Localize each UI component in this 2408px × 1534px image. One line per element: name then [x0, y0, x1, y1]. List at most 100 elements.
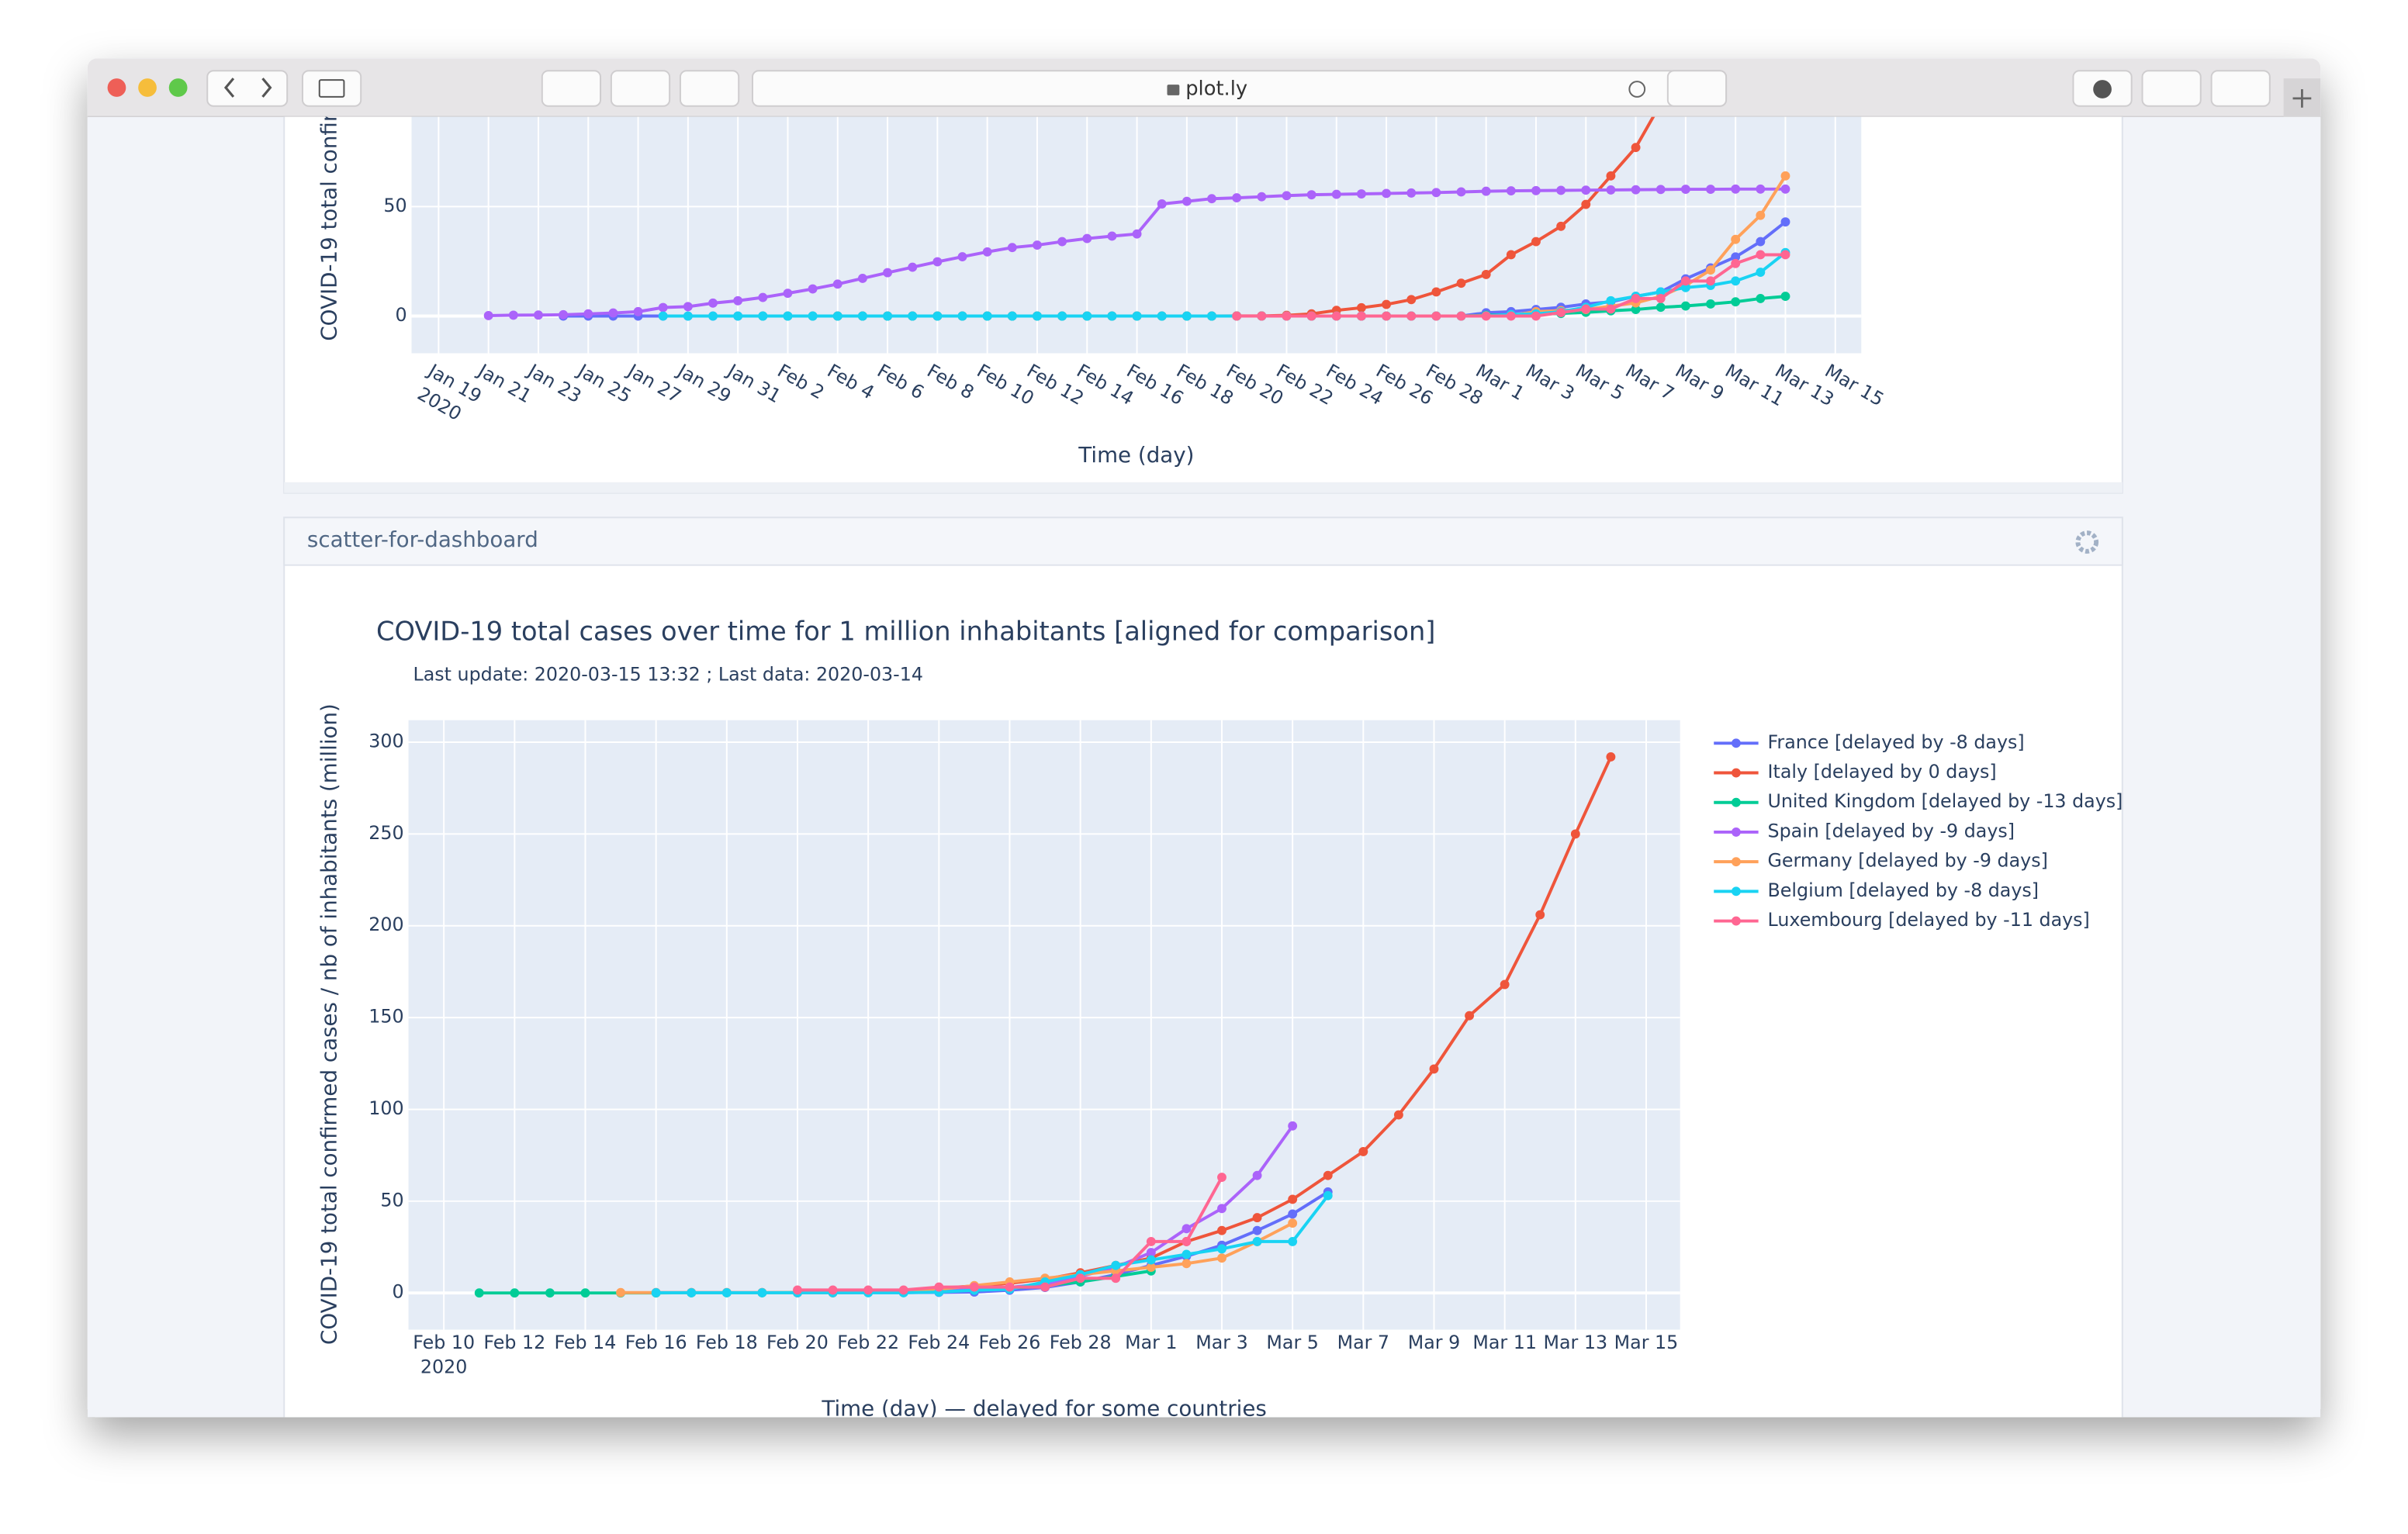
- data-point: [708, 298, 718, 308]
- x-tick-label: Feb 24: [908, 1332, 970, 1353]
- data-point: [1033, 240, 1042, 250]
- y-tick-label: 0: [395, 304, 407, 326]
- y-tick-label: 50: [380, 1189, 403, 1211]
- data-point: [1288, 1236, 1298, 1246]
- data-point: [1406, 188, 1417, 198]
- y-tick-label: 150: [368, 1006, 403, 1028]
- data-point: [1217, 1244, 1226, 1254]
- chart-subtitle: Last update: 2020-03-15 13:32 ; Last dat…: [413, 664, 923, 686]
- data-point: [1535, 910, 1545, 920]
- data-point: [1531, 311, 1541, 321]
- x-tick-label: Feb 20: [766, 1332, 829, 1353]
- data-point: [683, 302, 693, 312]
- data-point: [721, 1288, 732, 1297]
- cloud-button[interactable]: [541, 70, 602, 107]
- markup-button[interactable]: [1666, 70, 1728, 107]
- data-point: [1581, 185, 1591, 195]
- downloads-icon: [2093, 80, 2112, 98]
- data-point: [1756, 210, 1766, 220]
- data-point: [1656, 302, 1666, 313]
- data-point: [1556, 185, 1566, 195]
- data-point: [534, 310, 543, 320]
- legend-marker: [1731, 768, 1741, 778]
- x-axis-title: Time (day) — delayed for some countries: [821, 1395, 1266, 1421]
- settings-icon[interactable]: [2075, 530, 2099, 554]
- x-tick-label: Feb 12: [483, 1332, 545, 1353]
- x-tick-label: Mar 7: [1337, 1332, 1389, 1353]
- data-point: [1157, 311, 1167, 321]
- x-tick-label: Feb 28: [1050, 1332, 1112, 1353]
- data-point: [1731, 252, 1741, 262]
- data-point: [1306, 311, 1316, 321]
- lock-icon: [1167, 85, 1180, 95]
- data-point: [1323, 1170, 1333, 1180]
- data-point: [1257, 311, 1267, 321]
- shield-button[interactable]: [610, 70, 671, 107]
- data-point: [1288, 1121, 1298, 1131]
- tabs-button[interactable]: [2210, 70, 2271, 107]
- data-point: [1431, 287, 1441, 297]
- data-point: [1288, 1209, 1298, 1219]
- data-point: [1780, 171, 1790, 181]
- url: plot.ly: [1185, 78, 1247, 101]
- data-point: [1217, 1253, 1226, 1263]
- sidebar-button[interactable]: [301, 70, 362, 107]
- data-point: [1111, 1273, 1121, 1284]
- data-point: [583, 309, 593, 319]
- data-point: [863, 1285, 874, 1295]
- x-tick-label: Mar 13: [1544, 1332, 1608, 1353]
- x-tick-label: Mar 11: [1472, 1332, 1537, 1353]
- data-point: [1040, 1282, 1050, 1292]
- data-point: [1252, 1213, 1262, 1223]
- data-point: [1456, 187, 1466, 197]
- data-point: [708, 311, 718, 321]
- data-point: [1706, 276, 1715, 286]
- legend-label: Spain [delayed by -9 days]: [1768, 820, 2015, 841]
- data-point: [1506, 311, 1516, 321]
- legend-marker: [1731, 916, 1741, 926]
- data-point: [1217, 1173, 1226, 1182]
- data-point: [1107, 231, 1117, 241]
- data-point: [1356, 302, 1366, 313]
- new-tab-icon: [2292, 89, 2312, 108]
- data-point: [1731, 234, 1741, 244]
- minimize-button[interactable]: [138, 78, 157, 97]
- legend-label: Italy [delayed by 0 days]: [1768, 761, 1997, 783]
- data-point: [1252, 1225, 1262, 1235]
- data-point: [1431, 311, 1441, 321]
- share-button[interactable]: [2141, 70, 2202, 107]
- data-point: [1680, 282, 1690, 292]
- data-point: [616, 1287, 626, 1297]
- reload-icon[interactable]: [1628, 81, 1646, 98]
- zoom-button[interactable]: [168, 78, 188, 97]
- data-point: [1429, 1064, 1439, 1074]
- close-button[interactable]: [107, 78, 126, 97]
- x-tick-label: Feb 16: [625, 1332, 687, 1353]
- y-tick-label: 200: [368, 914, 403, 935]
- data-point: [828, 1285, 838, 1295]
- data-point: [758, 311, 768, 321]
- legend-label: Luxembourg [delayed by -11 days]: [1768, 909, 2090, 931]
- data-point: [1057, 311, 1067, 321]
- data-point: [1756, 293, 1766, 303]
- x-tick-label: Feb 26: [979, 1332, 1041, 1353]
- data-point: [1456, 311, 1466, 321]
- data-point: [1288, 1218, 1298, 1228]
- data-point: [758, 292, 768, 302]
- data-point: [1146, 1255, 1156, 1265]
- data-point: [1331, 311, 1341, 321]
- data-point: [1780, 184, 1790, 194]
- data-point: [1756, 184, 1766, 194]
- data-point: [908, 262, 918, 272]
- data-point: [1033, 311, 1042, 321]
- data-point: [1082, 311, 1092, 321]
- data-point: [1252, 1170, 1262, 1180]
- data-point: [1207, 311, 1216, 321]
- y-tick-label: 250: [368, 822, 403, 844]
- x-axis-title: Time (day): [1078, 442, 1194, 468]
- data-point: [1631, 305, 1641, 314]
- reload-extension-button[interactable]: [679, 70, 740, 107]
- nav-buttons[interactable]: [206, 70, 289, 107]
- x-tick-label: Feb 14: [555, 1332, 617, 1353]
- data-point: [908, 311, 918, 321]
